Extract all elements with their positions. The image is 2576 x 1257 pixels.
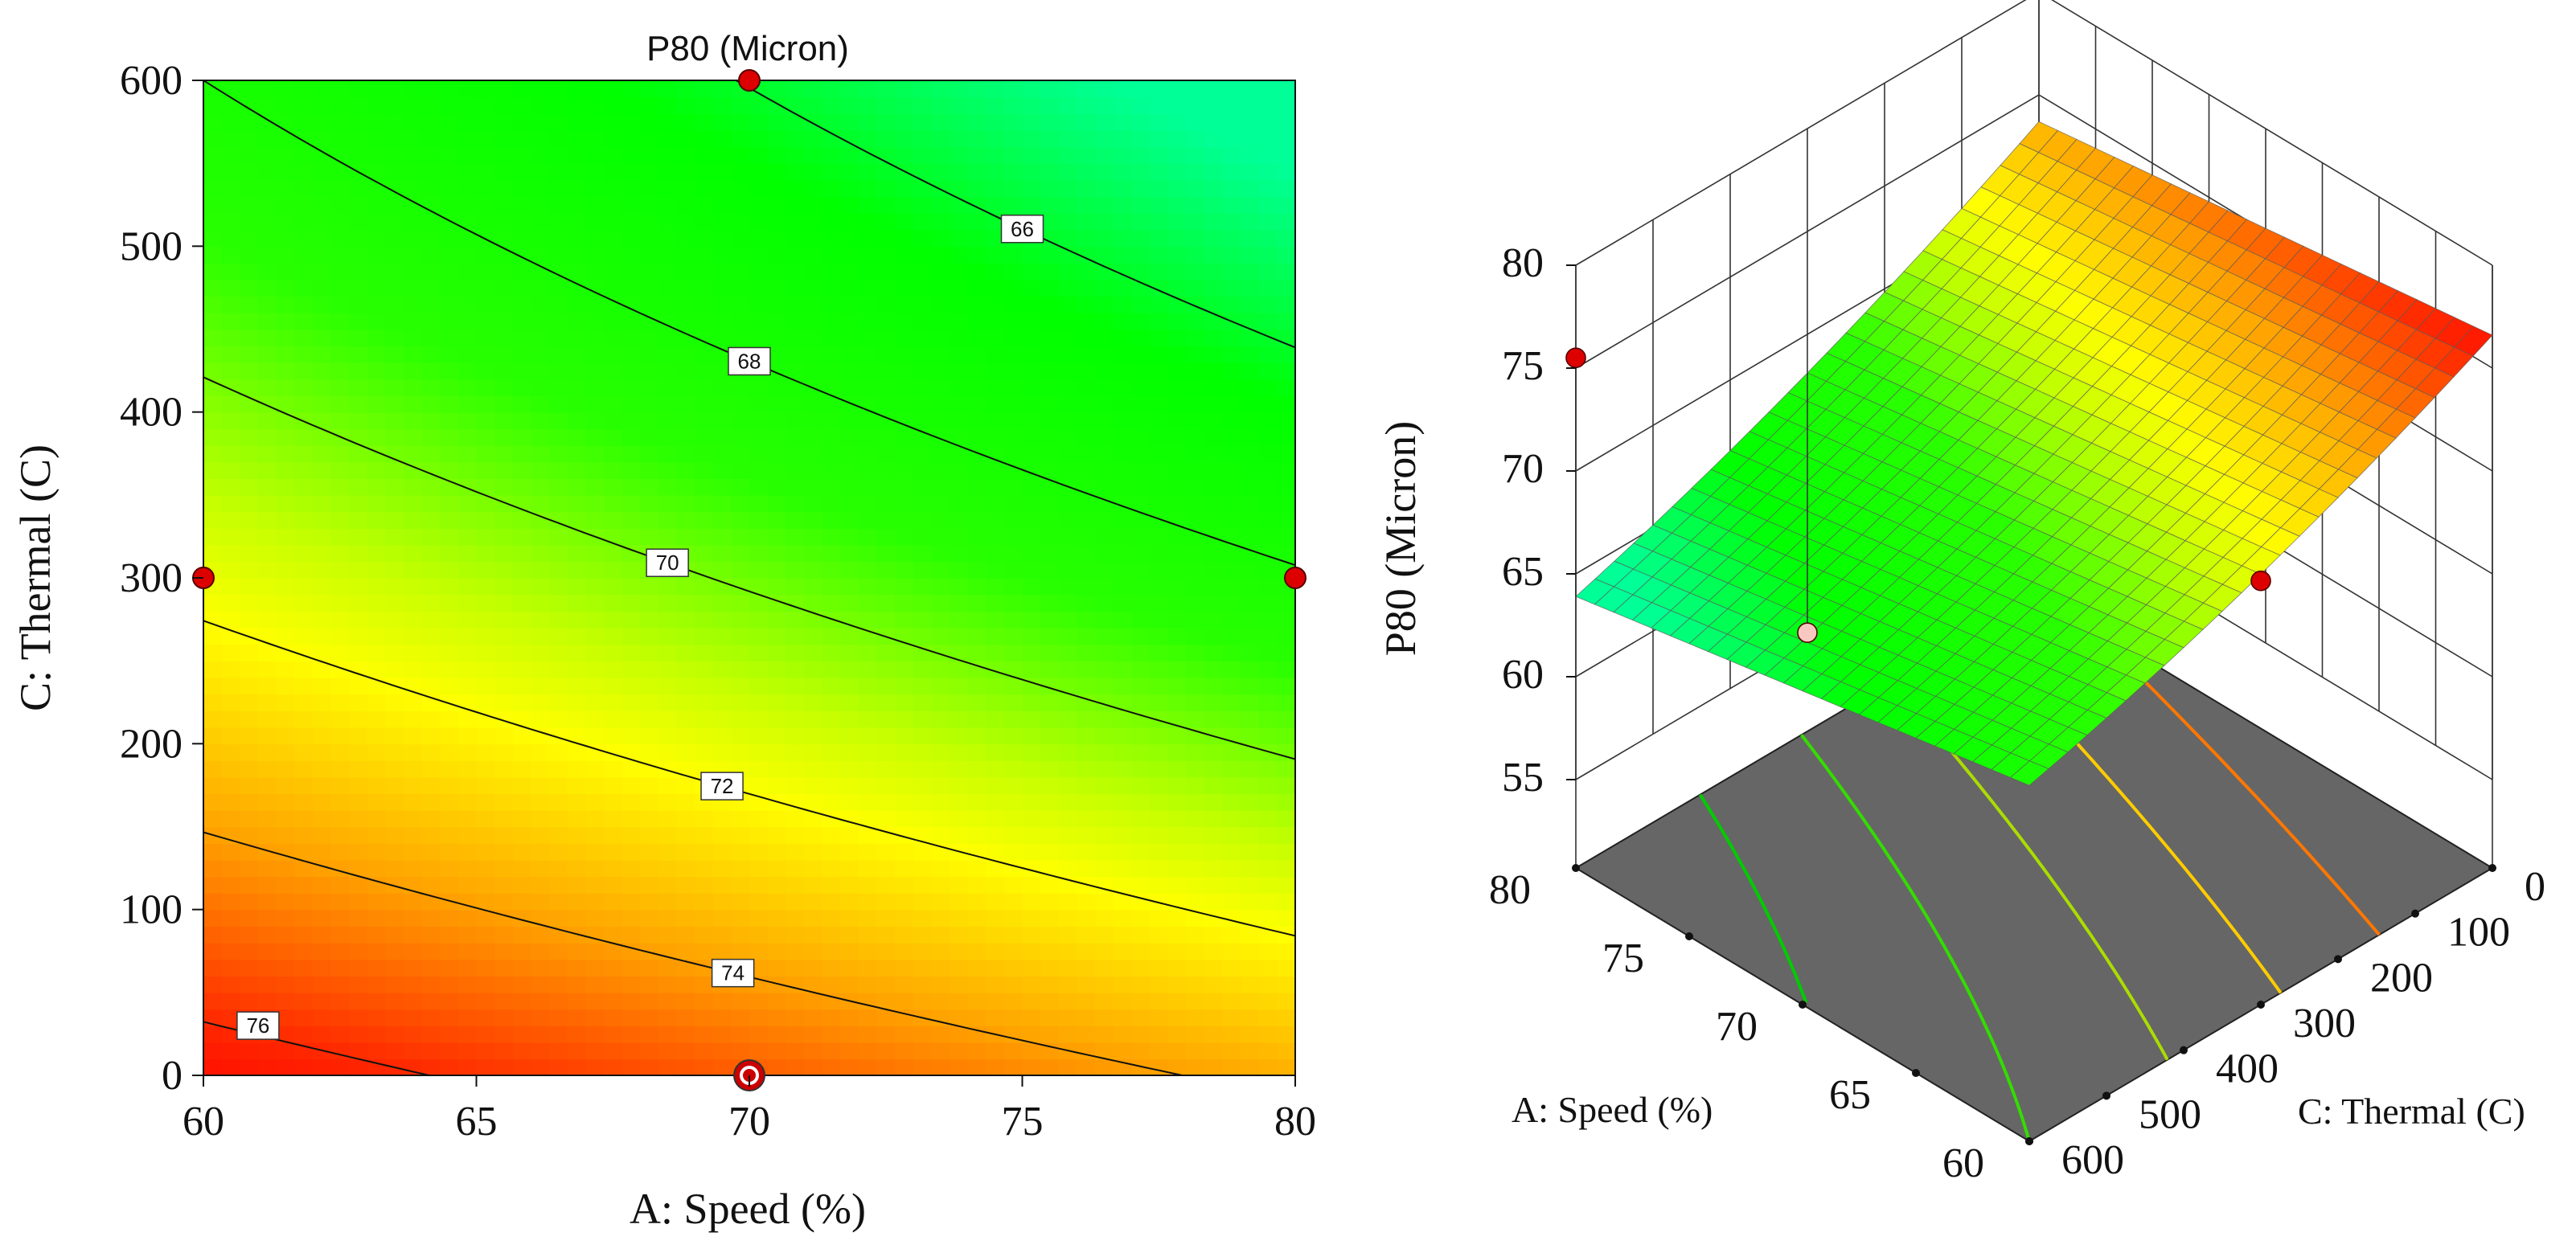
z-tick-label: 55	[1502, 755, 1544, 800]
speed-tick-mark	[1572, 864, 1580, 872]
thermal-tick-mark	[2257, 1001, 2265, 1009]
contour-label-box-70	[646, 548, 689, 577]
speed-axis-label: A: Speed (%)	[1512, 1089, 1713, 1130]
contour-plot: 66 68 70 72 74 76 60 65 70 75 80 0 100 200 300 400 500…	[11, 29, 1316, 1233]
contour-line-72	[203, 620, 1295, 937]
y-tick-label: 600	[120, 58, 183, 104]
speed-tick-mark	[1685, 932, 1693, 940]
surface-plot: 55 60 65 70 75 80 60 65 70 75 80 0 100 200 300 400 500 60…	[1376, 0, 2545, 1186]
design-point-2	[1284, 567, 1306, 589]
wall-grid-line	[1575, 0, 2493, 266]
speed-tick-label: 65	[1829, 1072, 1871, 1118]
y-tick-label: 100	[120, 887, 183, 933]
x-tick-label: 75	[1002, 1099, 1044, 1144]
x-tick-label: 60	[183, 1099, 224, 1144]
contour-label-68: 68	[738, 349, 761, 373]
z-tick-label: 70	[1502, 446, 1544, 492]
contour-label-box-76	[236, 1011, 280, 1040]
contour-labels: 66 68 70 72 74 76	[236, 215, 1044, 1040]
floor-contour-66	[1698, 793, 1808, 1004]
contour-line-70	[203, 376, 1295, 760]
thermal-tick-mark	[2488, 864, 2496, 872]
x-tick-label: 65	[456, 1099, 498, 1144]
contour-label-box-68	[728, 346, 771, 376]
surface-design-points	[1565, 347, 2271, 644]
z-tick-label: 60	[1502, 652, 1544, 698]
design-points	[192, 69, 1306, 1091]
thermal-tick-mark	[2180, 1046, 2188, 1054]
thermal-tick-mark	[2334, 955, 2342, 964]
chart-title: P80 (Micron)	[646, 29, 849, 68]
contour-label-70: 70	[656, 551, 679, 575]
y-axis-ticks: 0 100 200 300 400 500 600	[120, 58, 203, 1099]
thermal-tick-mark	[2102, 1091, 2110, 1100]
z-tick-label: 65	[1502, 549, 1544, 595]
thermal-tick-label: 600	[2061, 1137, 2124, 1183]
speed-tick-label: 70	[1716, 1004, 1758, 1050]
response-surface	[1575, 121, 2493, 786]
speed-tick-label: 60	[1942, 1140, 1984, 1186]
thermal-tick-label: 0	[2525, 864, 2545, 910]
x-tick-label: 80	[1274, 1099, 1316, 1144]
contour-label-box-66	[1000, 215, 1044, 244]
z-tick-label: 75	[1502, 343, 1544, 389]
thermal-axis-label: C: Thermal (C)	[2298, 1091, 2525, 1132]
speed-tick-mark	[1799, 1001, 1807, 1009]
contour-fill	[203, 80, 1295, 1075]
x-axis-label: A: Speed (%)	[630, 1185, 866, 1233]
speed-tick-label: 75	[1602, 936, 1644, 981]
thermal-tick-mark	[2411, 909, 2419, 918]
x-tick-label: 70	[728, 1099, 770, 1144]
surface-cell	[2009, 760, 2049, 786]
surface-ticks: 55 60 65 70 75 80 60 65 70 75 80 0 100 200 300 400 500 60…	[1489, 240, 2545, 1186]
thermal-tick-label: 400	[2216, 1046, 2279, 1092]
contour-label-72: 72	[711, 774, 734, 798]
thermal-tick-label: 300	[2293, 1001, 2356, 1046]
contour-line-76	[203, 1021, 433, 1075]
surface-design-point-0	[1565, 347, 1586, 369]
thermal-tick-label: 200	[2370, 955, 2433, 1001]
surface-design-point-1	[2250, 570, 2271, 592]
thermal-tick-label: 100	[2447, 910, 2510, 956]
z-axis-label: P80 (Micron)	[1376, 421, 1425, 656]
y-tick-label: 500	[120, 223, 183, 269]
contour-label-box-72	[700, 772, 744, 800]
z-tick-label: 80	[1502, 240, 1544, 286]
design-point-0	[738, 69, 761, 92]
contour-label-76: 76	[246, 1013, 269, 1038]
contour-label-66: 66	[1011, 217, 1034, 241]
thermal-tick-mark	[2025, 1137, 2033, 1145]
thermal-tick-label: 500	[2139, 1091, 2201, 1137]
x-axis-ticks: 60 65 70 75 80	[183, 1075, 1316, 1144]
y-tick-label: 400	[120, 390, 183, 436]
surface-design-point-2	[1797, 622, 1818, 644]
y-axis-label: C: Thermal (C)	[11, 444, 59, 711]
y-tick-label: 0	[162, 1053, 183, 1099]
floor-contour-68	[1800, 734, 2031, 1142]
contour-label-box-74	[711, 958, 755, 988]
y-tick-label: 200	[120, 721, 183, 767]
speed-tick-label: 80	[1489, 867, 1531, 913]
contour-label-74: 74	[721, 961, 744, 985]
y-tick-label: 300	[120, 555, 183, 601]
speed-tick-mark	[1912, 1069, 1920, 1077]
